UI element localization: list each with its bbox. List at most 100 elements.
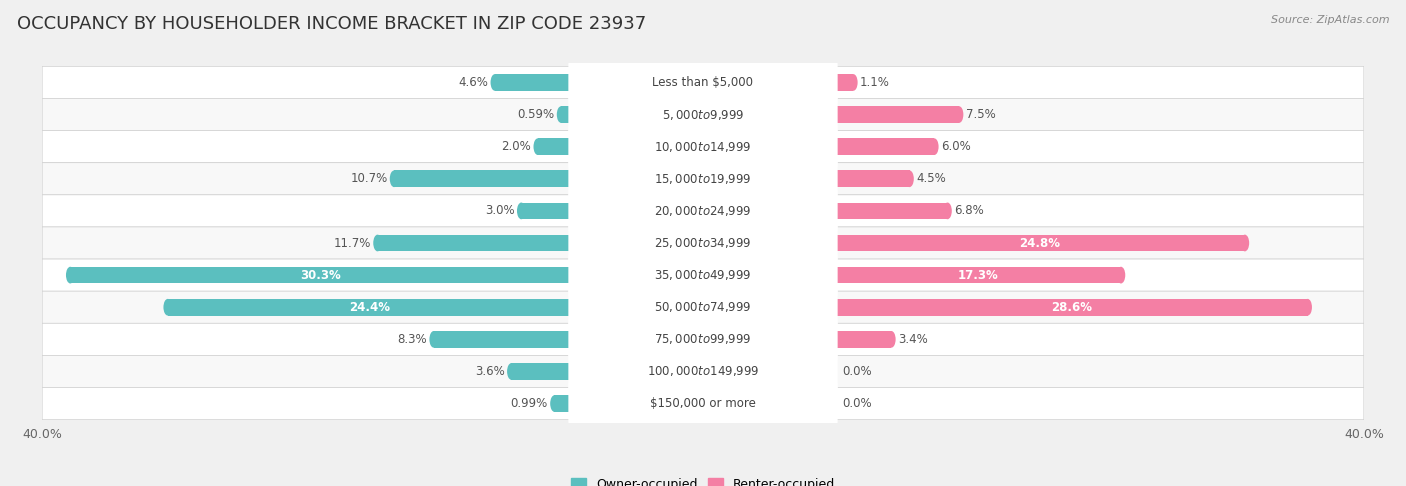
FancyBboxPatch shape <box>42 195 1364 227</box>
Circle shape <box>66 267 75 283</box>
Text: 30.3%: 30.3% <box>299 269 340 281</box>
Circle shape <box>429 331 439 347</box>
Bar <box>378 235 571 251</box>
Bar <box>835 331 891 347</box>
Text: 10.7%: 10.7% <box>350 172 388 185</box>
Bar <box>835 74 853 91</box>
Circle shape <box>955 106 963 123</box>
Text: $20,000 to $24,999: $20,000 to $24,999 <box>654 204 752 218</box>
Circle shape <box>831 331 839 347</box>
Text: $15,000 to $19,999: $15,000 to $19,999 <box>654 172 752 186</box>
Circle shape <box>831 235 839 251</box>
Text: 24.8%: 24.8% <box>1019 237 1060 249</box>
FancyBboxPatch shape <box>42 323 1364 355</box>
Circle shape <box>373 235 382 251</box>
Text: 28.6%: 28.6% <box>1050 301 1092 314</box>
FancyBboxPatch shape <box>568 156 838 202</box>
Bar <box>522 203 571 219</box>
FancyBboxPatch shape <box>568 381 838 426</box>
Circle shape <box>567 331 575 347</box>
Legend: Owner-occupied, Renter-occupied: Owner-occupied, Renter-occupied <box>567 473 839 486</box>
Circle shape <box>567 267 575 283</box>
Bar <box>433 331 571 347</box>
Circle shape <box>389 171 398 187</box>
FancyBboxPatch shape <box>568 284 838 330</box>
Text: 0.0%: 0.0% <box>842 365 872 378</box>
Bar <box>167 299 571 315</box>
Bar <box>561 106 571 123</box>
FancyBboxPatch shape <box>568 60 838 105</box>
Text: 3.0%: 3.0% <box>485 205 515 217</box>
Text: $10,000 to $14,999: $10,000 to $14,999 <box>654 139 752 154</box>
FancyBboxPatch shape <box>42 99 1364 131</box>
Text: Source: ZipAtlas.com: Source: ZipAtlas.com <box>1271 15 1389 25</box>
Bar <box>394 171 571 187</box>
FancyBboxPatch shape <box>568 220 838 266</box>
Text: $100,000 to $149,999: $100,000 to $149,999 <box>647 364 759 379</box>
Text: 11.7%: 11.7% <box>333 237 371 249</box>
Circle shape <box>517 203 526 219</box>
FancyBboxPatch shape <box>568 124 838 170</box>
Text: 4.6%: 4.6% <box>458 76 488 89</box>
Text: $75,000 to $99,999: $75,000 to $99,999 <box>654 332 752 347</box>
Text: 8.3%: 8.3% <box>398 333 427 346</box>
Circle shape <box>533 139 543 155</box>
Text: 6.8%: 6.8% <box>955 205 984 217</box>
Text: 3.6%: 3.6% <box>475 365 505 378</box>
Text: 4.5%: 4.5% <box>917 172 946 185</box>
Text: Less than $5,000: Less than $5,000 <box>652 76 754 89</box>
Bar <box>554 395 571 412</box>
Circle shape <box>491 74 499 91</box>
Text: $50,000 to $74,999: $50,000 to $74,999 <box>654 300 752 314</box>
Circle shape <box>849 74 858 91</box>
Bar <box>835 235 1244 251</box>
Circle shape <box>831 171 839 187</box>
Circle shape <box>887 331 896 347</box>
Circle shape <box>508 363 516 380</box>
Circle shape <box>831 106 839 123</box>
FancyBboxPatch shape <box>42 131 1364 163</box>
Text: 7.5%: 7.5% <box>966 108 995 121</box>
Bar <box>495 74 571 91</box>
Text: $25,000 to $34,999: $25,000 to $34,999 <box>654 236 752 250</box>
FancyBboxPatch shape <box>568 188 838 234</box>
Bar <box>512 363 571 380</box>
FancyBboxPatch shape <box>42 355 1364 387</box>
Bar <box>835 171 910 187</box>
Circle shape <box>567 363 575 380</box>
Text: 0.99%: 0.99% <box>510 397 548 410</box>
Circle shape <box>943 203 952 219</box>
Text: OCCUPANCY BY HOUSEHOLDER INCOME BRACKET IN ZIP CODE 23937: OCCUPANCY BY HOUSEHOLDER INCOME BRACKET … <box>17 15 647 33</box>
FancyBboxPatch shape <box>42 291 1364 323</box>
Circle shape <box>831 267 839 283</box>
Text: 17.3%: 17.3% <box>957 269 998 281</box>
FancyBboxPatch shape <box>568 316 838 362</box>
FancyBboxPatch shape <box>42 387 1364 419</box>
Text: $5,000 to $9,999: $5,000 to $9,999 <box>662 107 744 122</box>
Circle shape <box>1240 235 1249 251</box>
FancyBboxPatch shape <box>42 67 1364 99</box>
FancyBboxPatch shape <box>42 227 1364 259</box>
Bar <box>835 203 948 219</box>
Text: $35,000 to $49,999: $35,000 to $49,999 <box>654 268 752 282</box>
Circle shape <box>831 299 839 315</box>
Text: 3.4%: 3.4% <box>898 333 928 346</box>
Circle shape <box>567 106 575 123</box>
Circle shape <box>163 299 172 315</box>
Text: 24.4%: 24.4% <box>349 301 389 314</box>
Circle shape <box>567 235 575 251</box>
Text: 0.59%: 0.59% <box>517 108 554 121</box>
Circle shape <box>567 203 575 219</box>
Circle shape <box>929 139 939 155</box>
Circle shape <box>567 395 575 412</box>
Circle shape <box>557 106 565 123</box>
FancyBboxPatch shape <box>568 252 838 298</box>
Circle shape <box>567 171 575 187</box>
Circle shape <box>831 74 839 91</box>
FancyBboxPatch shape <box>568 92 838 138</box>
Text: 1.1%: 1.1% <box>860 76 890 89</box>
Bar <box>835 139 934 155</box>
Circle shape <box>567 74 575 91</box>
Circle shape <box>831 139 839 155</box>
FancyBboxPatch shape <box>568 348 838 394</box>
